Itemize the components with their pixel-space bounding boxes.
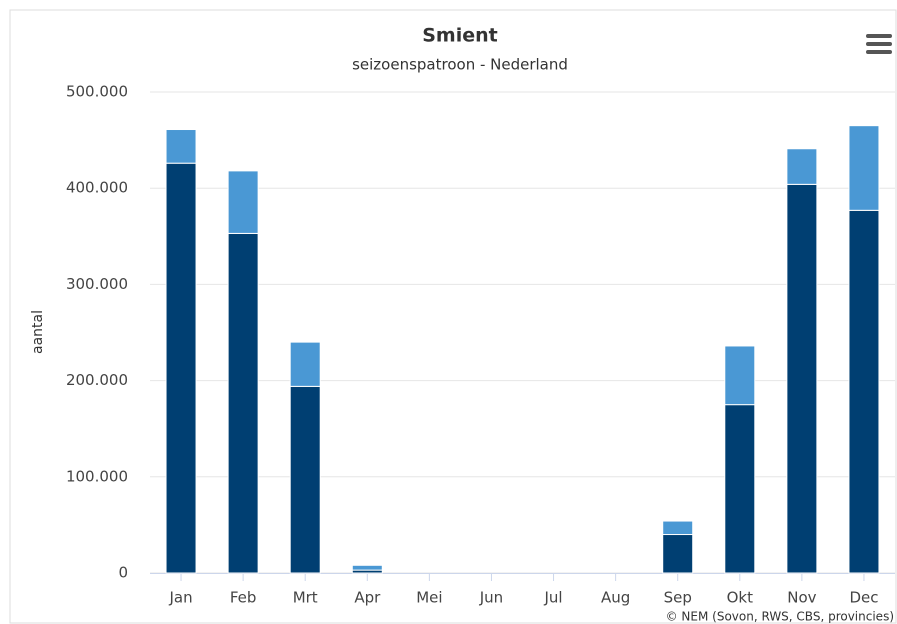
y-axis-label: aantal xyxy=(30,310,46,354)
x-tick-label: Aug xyxy=(601,589,630,607)
bar-segment xyxy=(786,183,818,574)
bar-segment xyxy=(662,534,694,574)
x-tick-label: Mei xyxy=(416,589,442,607)
x-tick-label: Sep xyxy=(664,589,692,607)
menu-bar[interactable] xyxy=(866,42,892,46)
bar-segment xyxy=(165,129,197,164)
bar-segment xyxy=(289,385,321,574)
chart-subtitle: seizoenspatroon - Nederland xyxy=(352,56,568,74)
x-tick-label: Jul xyxy=(543,589,562,607)
x-tick-label: Okt xyxy=(727,589,753,607)
y-tick-label: 400.000 xyxy=(66,179,128,197)
y-tick-label: 200.000 xyxy=(66,371,128,389)
bar-segment xyxy=(724,345,756,406)
bar-segment xyxy=(351,564,383,571)
chart-title: Smient xyxy=(422,25,498,47)
x-tick-label: Apr xyxy=(354,589,381,607)
x-tick-label: Jun xyxy=(479,589,503,607)
bar-segment xyxy=(848,125,880,211)
bar-segment xyxy=(786,148,818,185)
y-tick-label: 0 xyxy=(118,564,128,582)
bar-segment xyxy=(165,162,197,574)
menu-button[interactable] xyxy=(866,34,892,54)
x-tick-label: Jan xyxy=(168,589,192,607)
bar-segment xyxy=(227,170,259,234)
y-tick-label: 300.000 xyxy=(66,275,128,293)
bar-segment xyxy=(662,520,694,536)
y-tick-label: 500.000 xyxy=(66,83,128,101)
chart-frame xyxy=(9,9,897,624)
credits: © NEM (Sovon, RWS, CBS, provincies) xyxy=(666,610,894,624)
bar-segment xyxy=(289,341,321,387)
x-tick-label: Nov xyxy=(787,589,816,607)
x-tick-label: Dec xyxy=(849,589,878,607)
x-tick-label: Feb xyxy=(230,589,257,607)
y-tick-label: 100.000 xyxy=(66,467,128,485)
bar-segment xyxy=(848,209,880,574)
menu-bar[interactable] xyxy=(866,34,892,38)
x-tick-label: Mrt xyxy=(293,589,318,607)
bar-segment xyxy=(227,232,259,574)
bar-segment xyxy=(724,404,756,574)
menu-bar[interactable] xyxy=(866,50,892,54)
